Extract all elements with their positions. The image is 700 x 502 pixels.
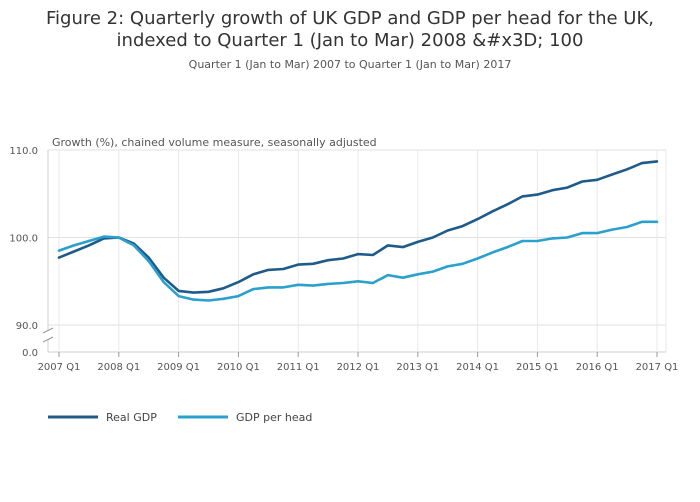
x-tick-label: 2011 Q1	[277, 362, 320, 373]
x-tick-label: 2017 Q1	[636, 362, 679, 373]
x-tick-label: 2016 Q1	[576, 362, 619, 373]
x-tick-label: 2008 Q1	[97, 362, 140, 373]
chart-title-line-1: Figure 2: Quarterly growth of UK GDP and…	[45, 8, 655, 29]
x-tick-label: 2007 Q1	[38, 362, 81, 373]
series-line-real-gdp[interactable]	[57, 160, 659, 294]
axis-break-mark	[42, 327, 54, 334]
x-tick-label: 2015 Q1	[516, 362, 559, 373]
y-tick-label: 100.0	[9, 234, 38, 245]
legend-layer: Real GDP GDP per head	[48, 411, 312, 424]
axis-break-mark	[42, 336, 54, 343]
y-tick-label: 0.0	[22, 348, 38, 359]
chart-title-line-2: indexed to Quarter 1 (Jan to Mar) 2008 &…	[116, 30, 584, 51]
x-tick-label: 2014 Q1	[456, 362, 499, 373]
chart-subtitle: Quarter 1 (Jan to Mar) 2007 to Quarter 1…	[188, 58, 512, 71]
series-line-gdp-per-head[interactable]	[57, 220, 659, 302]
y-tick-label: 110.0	[9, 146, 38, 157]
x-tick-label: 2009 Q1	[157, 362, 200, 373]
y-axis-title: Growth (%), chained volume measure, seas…	[52, 136, 377, 149]
y-tick-label: 90.0	[16, 321, 38, 332]
x-tick-label: 2013 Q1	[396, 362, 439, 373]
x-tick-label: 2012 Q1	[337, 362, 380, 373]
x-tick-label: 2010 Q1	[217, 362, 260, 373]
series-layer	[57, 160, 659, 302]
legend-label[interactable]: GDP per head	[236, 411, 312, 424]
grid-layer	[48, 149, 667, 353]
axis-layer: Growth (%), chained volume measure, seas…	[9, 136, 678, 373]
chart-title: Figure 2: Quarterly growth of UK GDP and…	[0, 8, 700, 52]
legend-label[interactable]: Real GDP	[106, 411, 157, 424]
